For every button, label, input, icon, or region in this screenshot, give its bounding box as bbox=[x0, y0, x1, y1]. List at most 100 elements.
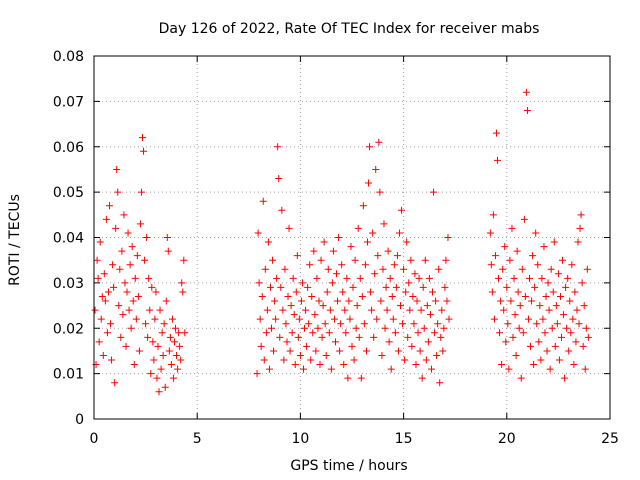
data-point bbox=[257, 342, 265, 350]
data-point bbox=[439, 347, 447, 355]
data-point bbox=[399, 320, 407, 328]
data-point bbox=[149, 338, 157, 346]
data-point bbox=[510, 274, 518, 282]
data-point bbox=[158, 329, 166, 337]
data-point bbox=[533, 320, 541, 328]
data-point bbox=[270, 347, 278, 355]
data-point bbox=[288, 329, 296, 337]
data-point bbox=[277, 283, 285, 291]
data-point bbox=[503, 283, 511, 291]
data-point bbox=[556, 292, 564, 300]
data-point bbox=[153, 374, 161, 382]
data-point bbox=[440, 324, 448, 332]
data-point bbox=[574, 238, 582, 246]
data-point bbox=[349, 283, 357, 291]
y-axis-label: ROTI / TECUs bbox=[7, 194, 23, 286]
data-point bbox=[401, 356, 409, 364]
data-point bbox=[179, 288, 187, 296]
data-point bbox=[381, 324, 389, 332]
data-point bbox=[490, 315, 498, 323]
x-axis-label: GPS time / hours bbox=[290, 458, 407, 474]
data-point bbox=[342, 329, 350, 337]
data-point bbox=[128, 243, 136, 251]
data-point bbox=[118, 247, 126, 255]
data-point bbox=[382, 283, 390, 291]
data-point bbox=[174, 365, 182, 373]
data-point bbox=[519, 329, 527, 337]
y-tick-label: 0.08 bbox=[53, 49, 84, 65]
data-point bbox=[272, 315, 280, 323]
data-point bbox=[445, 315, 453, 323]
data-point bbox=[426, 311, 434, 319]
data-point bbox=[427, 365, 435, 373]
data-point bbox=[548, 324, 556, 332]
data-point bbox=[131, 274, 139, 282]
y-tick-label: 0.04 bbox=[53, 231, 84, 247]
data-point bbox=[365, 179, 373, 187]
data-point bbox=[572, 338, 580, 346]
data-point bbox=[333, 270, 341, 278]
data-point bbox=[346, 315, 354, 323]
y-tick-label: 0.07 bbox=[53, 94, 84, 110]
data-point bbox=[436, 379, 444, 387]
data-point bbox=[320, 238, 328, 246]
data-point bbox=[543, 347, 551, 355]
data-point bbox=[136, 220, 144, 228]
data-point bbox=[116, 265, 124, 273]
grid-lines bbox=[94, 56, 610, 419]
data-point bbox=[326, 306, 334, 314]
data-point bbox=[403, 238, 411, 246]
data-point bbox=[544, 279, 552, 287]
data-point bbox=[336, 347, 344, 355]
data-point bbox=[517, 374, 525, 382]
data-point bbox=[428, 288, 436, 296]
data-point bbox=[516, 302, 524, 310]
data-point bbox=[147, 370, 155, 378]
data-point bbox=[406, 306, 414, 314]
data-point bbox=[379, 265, 387, 273]
data-point bbox=[120, 211, 128, 219]
data-point bbox=[298, 279, 306, 287]
data-point bbox=[496, 329, 504, 337]
data-point bbox=[402, 288, 410, 296]
data-point bbox=[571, 288, 579, 296]
data-point bbox=[400, 265, 408, 273]
data-point bbox=[501, 243, 509, 251]
data-point bbox=[433, 351, 441, 359]
data-point bbox=[557, 333, 565, 341]
data-point bbox=[394, 347, 402, 355]
data-point bbox=[391, 329, 399, 337]
data-point bbox=[111, 379, 119, 387]
x-tick-label: 5 bbox=[193, 431, 202, 447]
data-point bbox=[309, 329, 317, 337]
data-point bbox=[412, 361, 420, 369]
data-point bbox=[536, 302, 544, 310]
data-point bbox=[565, 347, 573, 355]
data-point bbox=[355, 333, 363, 341]
data-point bbox=[269, 256, 277, 264]
data-point bbox=[337, 320, 345, 328]
data-point bbox=[559, 256, 567, 264]
data-point bbox=[411, 270, 419, 278]
data-point bbox=[350, 356, 358, 364]
data-point bbox=[313, 274, 321, 282]
data-point bbox=[363, 238, 371, 246]
data-point bbox=[566, 297, 574, 305]
data-point bbox=[140, 147, 148, 155]
chart-title: Day 126 of 2022, Rate Of TEC Index for r… bbox=[159, 21, 540, 37]
data-point bbox=[109, 261, 117, 269]
data-point bbox=[339, 288, 347, 296]
data-point bbox=[150, 356, 158, 364]
data-point bbox=[438, 306, 446, 314]
data-point bbox=[96, 238, 104, 246]
data-point bbox=[325, 329, 333, 337]
data-point bbox=[409, 292, 417, 300]
data-point bbox=[530, 361, 538, 369]
data-point bbox=[539, 315, 547, 323]
data-point bbox=[431, 329, 439, 337]
x-tick-label: 25 bbox=[601, 431, 619, 447]
data-point bbox=[156, 306, 164, 314]
data-point bbox=[521, 292, 529, 300]
data-point bbox=[443, 297, 451, 305]
